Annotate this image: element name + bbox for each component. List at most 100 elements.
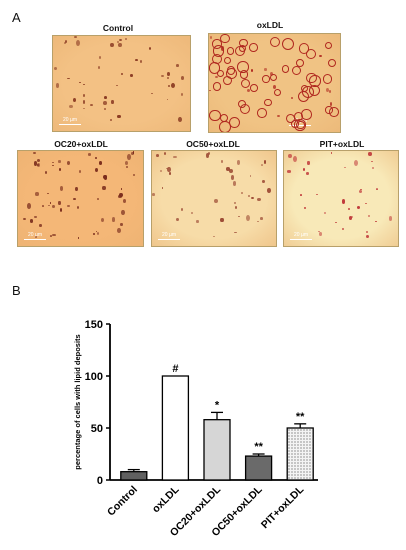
stained-cell xyxy=(98,161,103,165)
stained-cell xyxy=(291,66,301,76)
stained-cell xyxy=(152,192,155,196)
stained-cell xyxy=(372,166,375,170)
stained-cell xyxy=(69,105,73,109)
stained-cell xyxy=(73,197,77,200)
stained-cell xyxy=(209,109,221,121)
stained-cell xyxy=(251,196,255,200)
image-title-control: Control xyxy=(102,23,134,33)
stained-cell xyxy=(100,218,105,223)
bar-3 xyxy=(244,455,273,481)
stained-cell xyxy=(375,221,377,223)
y-axis-label: percentage of cells with lipid deposits xyxy=(73,334,82,469)
stained-cell xyxy=(33,161,38,167)
stained-cell xyxy=(356,205,360,209)
stained-cell xyxy=(282,37,295,50)
stained-cell xyxy=(167,166,171,173)
stained-cell xyxy=(166,98,169,101)
stained-cell xyxy=(325,87,329,92)
stained-cell xyxy=(257,220,259,223)
stained-cell xyxy=(323,211,327,214)
stained-cell xyxy=(123,199,127,203)
micrograph-control: 20 µm xyxy=(52,35,191,132)
stained-cell xyxy=(59,186,63,191)
stained-cell xyxy=(250,68,254,73)
stained-cell xyxy=(269,36,281,48)
stained-cell xyxy=(35,192,39,196)
significance-label: ** xyxy=(296,411,305,423)
stained-cell xyxy=(89,103,93,107)
significance-label: ** xyxy=(254,441,263,453)
stained-cell xyxy=(317,230,320,233)
stained-cell xyxy=(330,102,333,106)
stained-cell xyxy=(281,65,290,73)
panel-b-label: B xyxy=(12,283,21,298)
image-title-pit: PIT+oxLDL xyxy=(319,139,365,149)
stained-cell xyxy=(93,232,95,235)
stained-cell xyxy=(307,161,310,165)
stained-cell xyxy=(47,193,49,195)
stained-cell xyxy=(74,36,78,39)
stained-cell xyxy=(36,159,40,162)
stained-cell xyxy=(67,161,70,165)
stained-cell xyxy=(366,230,369,234)
stained-cell xyxy=(124,38,127,41)
stained-cell xyxy=(220,46,224,51)
stained-cell xyxy=(306,49,317,60)
y-tick-label: 150 xyxy=(85,319,103,331)
micrograph-oxldl: 20 µm xyxy=(208,33,341,133)
stained-cell xyxy=(120,188,123,190)
stained-cell xyxy=(168,85,171,87)
micrograph-oc20-oxldl: 20 µm xyxy=(17,150,144,247)
stained-cell xyxy=(119,192,123,197)
stained-cell xyxy=(64,40,68,44)
stained-cell xyxy=(155,153,160,157)
stained-cell xyxy=(305,72,317,84)
stained-cell xyxy=(67,205,70,208)
stained-cell xyxy=(260,217,263,221)
stained-cell xyxy=(234,205,237,209)
stained-cell xyxy=(34,216,37,218)
stained-cell xyxy=(88,153,92,156)
stained-cell xyxy=(273,88,282,97)
stained-cell xyxy=(344,167,346,169)
y-tick-label: 50 xyxy=(91,423,103,435)
stained-cell xyxy=(36,162,41,168)
scale-bar: 20 µm xyxy=(24,232,46,240)
stained-cell xyxy=(95,157,97,160)
image-title-oxldl: oxLDL xyxy=(256,20,284,30)
stained-cell xyxy=(94,167,99,173)
stained-cell xyxy=(63,41,66,44)
stained-cell xyxy=(116,40,119,43)
stained-cell xyxy=(329,107,339,117)
stained-cell xyxy=(223,76,232,86)
stained-cell xyxy=(120,222,123,227)
stained-cell xyxy=(173,155,177,159)
stained-cell xyxy=(341,228,344,231)
stained-cell xyxy=(250,84,258,92)
stained-cell xyxy=(237,61,249,73)
stained-cell xyxy=(58,201,61,205)
stained-cell xyxy=(168,172,172,175)
stained-cell xyxy=(264,99,272,107)
stained-cell xyxy=(72,97,77,102)
stained-cell xyxy=(27,203,31,210)
stained-cell xyxy=(117,228,121,234)
scale-bar: 20 µm xyxy=(59,117,81,125)
stained-cell xyxy=(125,161,129,166)
stained-cell xyxy=(79,170,81,174)
stained-cell xyxy=(318,54,323,58)
stained-cell xyxy=(226,47,235,55)
bar-0 xyxy=(120,471,148,481)
stained-cell xyxy=(58,168,62,171)
stained-cell xyxy=(298,43,310,55)
x-tick-label: Control xyxy=(105,484,140,519)
stained-cell xyxy=(161,187,164,190)
stained-cell xyxy=(167,76,170,80)
stained-cell xyxy=(232,181,237,187)
stained-cell xyxy=(301,109,312,120)
stained-cell xyxy=(196,220,199,224)
y-tick-label: 100 xyxy=(85,371,103,383)
stained-cell xyxy=(348,208,351,211)
stained-cell xyxy=(148,47,152,51)
stained-cell xyxy=(270,73,278,81)
